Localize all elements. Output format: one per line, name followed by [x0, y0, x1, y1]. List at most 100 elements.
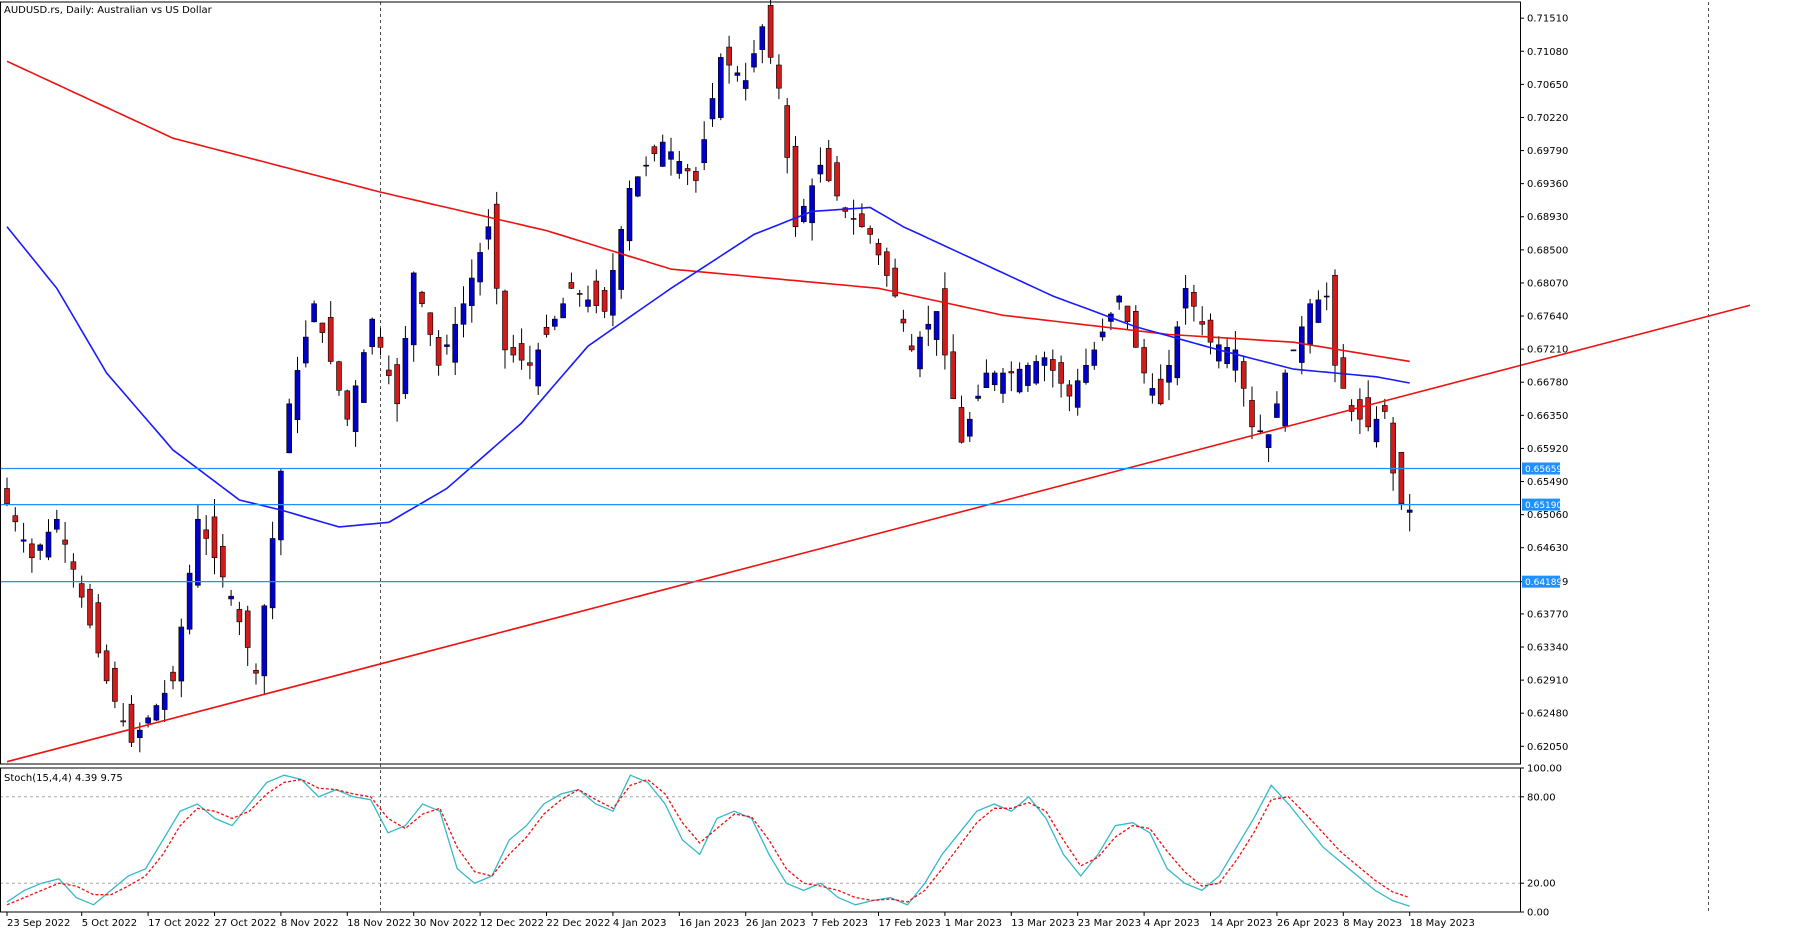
candle-body: [1257, 430, 1264, 433]
symbol-title: AUDUSD.rs, Daily: Australian vs US Dolla…: [4, 5, 213, 16]
candle-body: [1182, 288, 1189, 309]
candle-body: [1240, 361, 1247, 389]
price-tick-label: 0.68930: [1527, 212, 1568, 223]
candle-body: [269, 538, 276, 609]
candle-body: [825, 148, 832, 181]
candle-body: [610, 270, 616, 316]
candle-body: [1133, 310, 1139, 348]
candle-body: [385, 369, 392, 376]
candle-body: [626, 187, 633, 242]
candle-body: [776, 64, 782, 89]
candle-body: [244, 610, 251, 648]
price-tick-label: 0.65490: [1527, 477, 1568, 488]
candle-body: [336, 361, 342, 391]
candle-body: [618, 229, 625, 290]
x-tick-label: 14 Apr 2023: [1211, 918, 1273, 929]
candle-body: [452, 323, 459, 363]
candle-body: [659, 141, 666, 167]
candle-body: [220, 545, 226, 578]
candle-body: [1224, 347, 1230, 364]
candle-body: [203, 529, 209, 539]
stoch-panel-frame: [0, 767, 1521, 913]
price-tick-label: 0.66350: [1527, 411, 1568, 422]
candle-body: [460, 303, 467, 325]
candle-body: [991, 372, 998, 386]
candle-body: [958, 407, 965, 443]
candle-body: [668, 151, 674, 160]
stoch-main-line: [6, 774, 1410, 907]
candle-body: [734, 72, 741, 76]
candle-body: [1365, 397, 1371, 428]
candle-body: [1099, 331, 1106, 338]
candle-body: [1249, 400, 1255, 428]
candle-body: [1058, 362, 1064, 384]
candle-body: [875, 242, 882, 256]
candle-body: [1406, 509, 1413, 513]
x-tick-label: 8 May 2023: [1343, 918, 1402, 929]
candle-body: [717, 57, 724, 118]
x-tick-label: 12 Dec 2022: [480, 918, 544, 929]
candle-body: [286, 403, 293, 454]
candle-body: [576, 293, 583, 295]
candle-body: [634, 176, 641, 197]
candle-body: [751, 53, 757, 68]
candle-body: [485, 226, 492, 240]
candle-body: [900, 318, 907, 324]
candle-body: [726, 46, 732, 66]
x-tick-label: 8 Nov 2022: [281, 918, 339, 929]
candle-body: [975, 395, 981, 399]
candle-body: [817, 164, 824, 175]
level-tag: [1522, 462, 1560, 475]
stoch-signal-line: [6, 778, 1410, 906]
candle-body: [468, 277, 475, 306]
candle-body: [1124, 305, 1131, 322]
candle-body: [228, 595, 234, 600]
candle-body: [1074, 380, 1081, 408]
candle-body: [1282, 372, 1288, 427]
candle-body: [1382, 405, 1388, 412]
candle-body: [1050, 359, 1056, 371]
candle-body: [1357, 399, 1363, 420]
candle-body: [78, 583, 85, 598]
candle-body: [917, 336, 923, 370]
candle-body: [925, 323, 932, 330]
candle-body: [95, 602, 102, 654]
candle-body: [1232, 349, 1239, 371]
candle-body: [883, 251, 890, 276]
candle-body: [1041, 357, 1048, 366]
candle-body: [29, 543, 35, 559]
stoch-tick-label: 0.00: [1527, 908, 1549, 919]
candle-body: [551, 318, 558, 327]
x-tick-label: 18 Nov 2022: [347, 918, 411, 929]
price-tick-label: 0.62050: [1527, 742, 1568, 753]
candle-body: [693, 171, 699, 181]
candle-body: [1315, 299, 1322, 323]
price-tick-label: 0.66780: [1527, 378, 1568, 389]
candle-body: [933, 311, 940, 340]
candle-body: [195, 518, 201, 586]
candle-body: [1083, 364, 1089, 383]
candle-body: [153, 705, 160, 721]
candle-body: [709, 98, 716, 120]
x-tick-label: 26 Apr 2023: [1277, 918, 1339, 929]
candle-body: [186, 572, 193, 630]
candle-body: [435, 337, 442, 366]
candle-body: [676, 161, 683, 174]
candle-body: [1016, 368, 1023, 393]
candle-body: [1216, 344, 1222, 362]
price-tick-label: 0.69790: [1527, 146, 1568, 157]
candle-body: [1149, 388, 1156, 396]
x-tick-label: 22 Dec 2022: [547, 918, 611, 929]
candle-body: [1141, 347, 1147, 374]
stoch-tick-label: 100.00: [1527, 764, 1562, 775]
x-tick-label: 23 Sep 2022: [7, 918, 70, 929]
price-tick-label: 0.63340: [1527, 643, 1568, 654]
candle-body: [1191, 291, 1197, 307]
candle-body: [742, 80, 749, 89]
x-tick-label: 27 Oct 2022: [215, 918, 277, 929]
candle-body: [261, 605, 268, 677]
candle-body: [1166, 364, 1172, 383]
candle-body: [543, 326, 550, 335]
